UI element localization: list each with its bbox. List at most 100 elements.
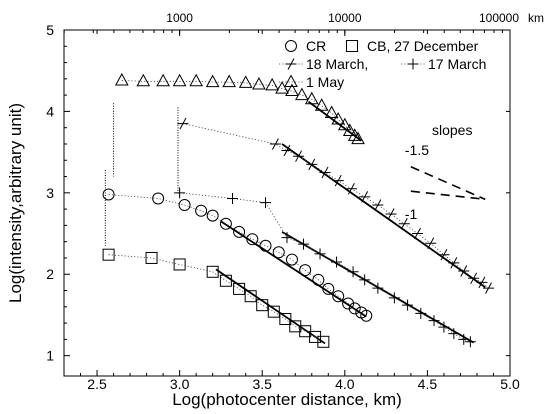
data-point-cr: [322, 282, 335, 295]
y-axis: 1 2 3 4 5: [46, 22, 510, 364]
data-point-1-may: [351, 131, 365, 145]
x-axis: 2.5 3.0 3.5 4.0 4.5 5.0: [80, 30, 520, 392]
data-point-cr: [259, 239, 272, 252]
data-point-17-march: [388, 292, 400, 304]
data-point-1-may: [337, 117, 352, 131]
data-point-18-march: [177, 117, 189, 130]
data-point-17-march: [438, 321, 450, 333]
top-axis-unit: km: [528, 11, 544, 25]
data-point-1-may: [265, 77, 279, 91]
data-point-18-march: [332, 174, 344, 187]
data-point-cb-27-december: [267, 305, 280, 318]
data-point-1-may: [172, 73, 187, 87]
x-axis-label: Log(photocenter distance, km): [172, 390, 402, 409]
data-point-cr: [272, 246, 285, 259]
data-point-1-may: [295, 87, 309, 101]
data-point-cr: [360, 309, 373, 322]
data-point-18-march: [476, 276, 488, 289]
x-tick-label: 3.0: [170, 376, 190, 392]
y-axis-label: Log(intensity,arbitrary unit): [6, 103, 25, 303]
data-point-18-march: [483, 282, 495, 294]
slope-line-1-5: [410, 166, 486, 201]
legend-label-cr: CR: [306, 38, 326, 54]
data-point-cr: [152, 192, 165, 205]
y-tick-label: 2: [46, 266, 54, 282]
series-dotted-line-18-march: [182, 123, 489, 289]
data-point-18-march: [385, 208, 397, 220]
data-point-cr: [178, 199, 191, 212]
data-point-cr: [348, 302, 361, 315]
legend-marker-17-march: [407, 58, 419, 70]
data-point-1-may: [205, 74, 220, 88]
data-point-1-may: [114, 72, 129, 86]
y-tick-label: 4: [46, 103, 54, 119]
x-tick-label: 4.5: [418, 376, 438, 392]
data-point-18-march: [319, 166, 331, 179]
top-tick-label: 1000: [166, 11, 193, 25]
data-point-cb-27-december: [244, 290, 257, 303]
data-point-cb-27-december: [219, 274, 232, 287]
data-point-17-march: [359, 274, 371, 286]
data-point-cr: [342, 297, 355, 310]
slope-label-1-5: -1.5: [405, 142, 429, 158]
data-point-18-march: [411, 227, 423, 240]
data-point-cb-27-december: [279, 313, 292, 326]
data-point-18-march: [306, 158, 318, 171]
data-point-1-may: [156, 73, 170, 87]
data-point-cb-27-december: [102, 248, 115, 261]
series-dotted-line-cr: [108, 194, 367, 317]
data-point-17-march: [298, 238, 310, 250]
data-point-1-may: [252, 77, 266, 90]
series-layer: [102, 72, 495, 348]
data-point-cb-27-december: [233, 282, 246, 295]
data-point-cb-27-december: [309, 330, 322, 343]
data-point-17-march: [448, 328, 460, 340]
slope-line-1: [410, 190, 486, 201]
x-tick-label: 3.5: [252, 376, 272, 392]
x-tick-label: 2.5: [87, 376, 107, 392]
data-point-cr: [233, 225, 246, 238]
data-point-cr: [299, 264, 312, 277]
legend-marker-18-march: [285, 58, 297, 70]
data-point-1-may: [222, 74, 237, 88]
data-point-17-march: [174, 187, 186, 199]
data-point-18-march: [359, 191, 371, 203]
series-dotted-line-1-may: [121, 80, 359, 140]
data-point-18-march: [425, 237, 437, 250]
fit-line-18-march: [281, 143, 486, 288]
data-point-1-may: [331, 112, 346, 125]
data-point-1-may: [275, 81, 289, 94]
data-point-18-march: [398, 218, 410, 230]
slopes-title: slopes: [432, 122, 472, 138]
data-point-cb-27-december: [145, 251, 158, 264]
data-point-18-march: [281, 144, 293, 157]
series-dotted-line-17-march: [179, 192, 471, 343]
fit-line-1-may: [307, 100, 362, 142]
data-point-18-march: [438, 248, 450, 261]
x-tick-label: 4.0: [335, 376, 355, 392]
top-axis: 1000 10000 100000 km: [63, 11, 544, 36]
data-point-18-march: [293, 150, 305, 162]
x-tick-label: 5.0: [500, 376, 520, 392]
data-point-cb-27-december: [289, 320, 302, 333]
slope-label-1: -1: [405, 206, 418, 222]
data-point-cb-27-december: [173, 258, 186, 271]
data-point-1-may: [314, 98, 329, 111]
data-point-1-may: [324, 105, 339, 119]
data-point-17-march: [415, 307, 427, 319]
slopes-inset: slopes-1.5 -1: [405, 122, 486, 222]
data-point-18-march: [345, 183, 357, 195]
top-tick-label: 10000: [328, 11, 362, 25]
data-point-cr: [312, 273, 325, 286]
data-point-17-march: [347, 266, 359, 278]
legend-marker-cb-27-december: [346, 40, 358, 52]
top-tick-label: 100000: [479, 11, 519, 25]
data-point-cb-27-december: [256, 299, 269, 312]
data-point-17-march: [402, 299, 414, 311]
legend-label-17-march: 17 March: [428, 56, 486, 72]
data-point-cr: [206, 209, 219, 222]
data-point-1-may: [285, 83, 299, 97]
data-point-cr: [219, 217, 232, 230]
plot-frame: [63, 29, 511, 377]
